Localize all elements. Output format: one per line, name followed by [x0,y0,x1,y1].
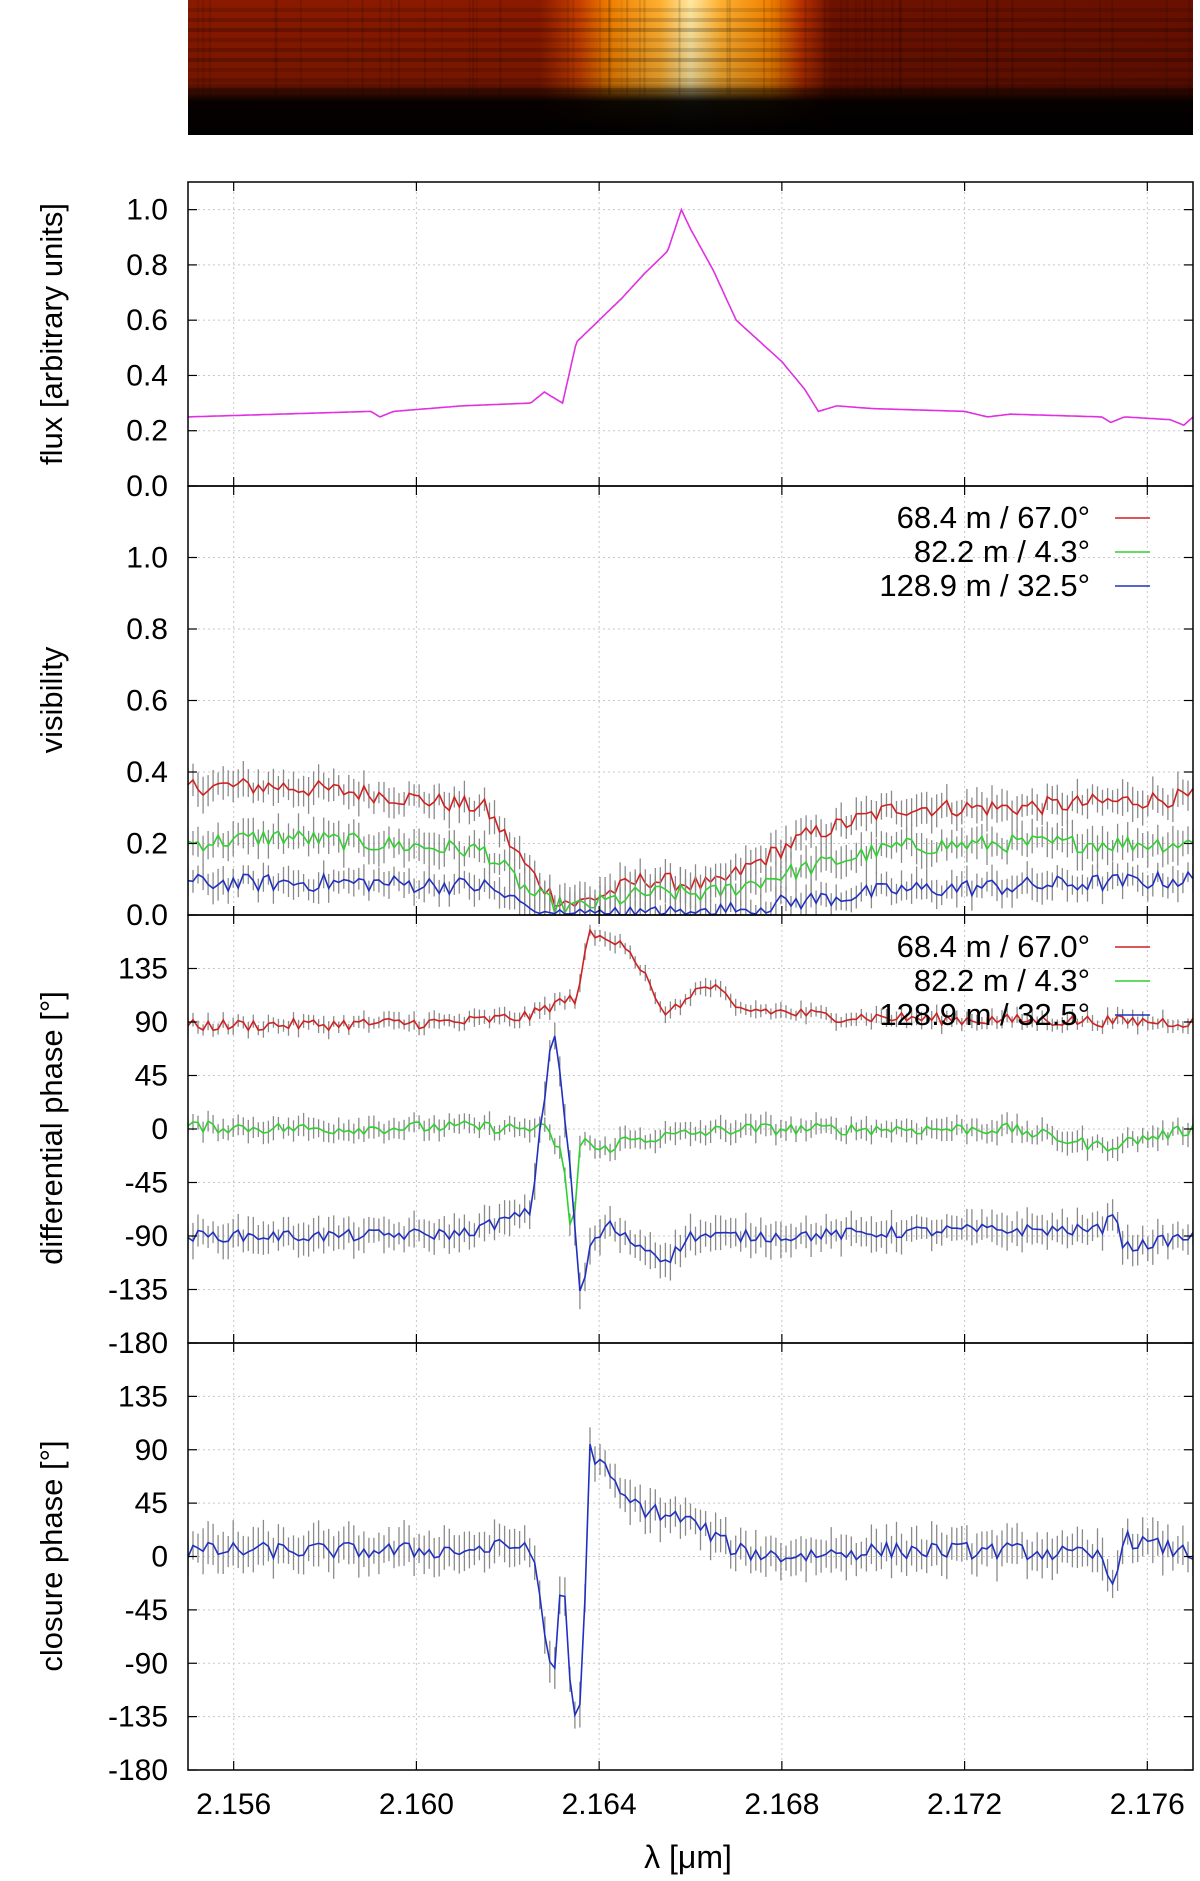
y-tick-label-1: -135 [108,1274,168,1307]
y-tick-label-6: 90 [135,1006,168,1039]
x-tick-label-0: 2.156 [196,1788,271,1821]
series-line-2 [188,1035,1193,1292]
legend-label-0: 68.4 m / 67.0° [897,500,1090,535]
y-tick-label-0: 0.0 [126,470,168,503]
series-line-1 [188,1120,1193,1225]
y-tick-label-2: -90 [125,1220,168,1253]
y-tick-label-1: 0.2 [126,415,168,448]
legend-label-2: 128.9 m / 32.5° [879,568,1090,603]
plot-area [188,761,1193,915]
y-tick-label-0: -180 [108,1327,168,1360]
y-tick-label-3: 0.6 [126,304,168,337]
y-tick-label-3: -45 [125,1167,168,1200]
y-tick-label-2: 0.4 [126,756,168,789]
y-tick-label-0: 0.0 [126,899,168,932]
y-tick-label-1: -135 [108,1701,168,1734]
y-tick-label-4: 0 [151,1541,168,1574]
flux-panel: 0.0 0.2 0.4 0.6 0.8 1.0 flux [arbitrary units] [34,181,1194,503]
y-axis-label: closure phase [°] [34,1440,69,1671]
heatmap-bottom-fade [188,0,1193,135]
y-tick-label-0: -180 [108,1754,168,1787]
series-line-0 [188,928,1193,1032]
series-line-2 [188,870,1193,915]
x-tick-label-5: 2.176 [1110,1788,1185,1821]
y-tick-label-7: 135 [118,953,168,986]
y-axis-label: visibility [34,646,69,753]
x-tick-label-2: 2.164 [562,1788,637,1821]
x-axis-label: λ [μm] [644,1839,732,1875]
legend-label-2: 128.9 m / 32.5° [879,997,1090,1032]
legend-label-0: 68.4 m / 67.0° [897,929,1090,964]
visibility-panel: 0.0 0.2 0.4 0.6 0.8 1.0 visibility 68.4 m / 67.… [34,485,1194,932]
y-tick-label-2: 0.4 [126,359,168,392]
y-tick-label-2: -90 [125,1647,168,1680]
y-tick-label-6: 90 [135,1434,168,1467]
y-tick-label-5: 45 [135,1060,168,1093]
y-axis-label: flux [arbitrary units] [34,203,69,465]
differential-phase-panel: -180 -135 -90 -45 0 45 90 135 differential phase… [34,914,1194,1360]
series-line-0 [188,207,1193,427]
plot-area [188,1427,1193,1729]
y-tick-label-5: 45 [135,1487,168,1520]
spectrum-image-panel [188,0,1193,135]
series-line-0 [188,1444,1193,1718]
y-tick-label-4: 0 [151,1113,168,1146]
x-tick-label-3: 2.168 [744,1788,819,1821]
legend-label-1: 82.2 m / 4.3° [914,534,1090,569]
y-tick-label-7: 135 [118,1380,168,1413]
errorbars-series-0 [188,1427,1193,1729]
y-tick-label-5: 1.0 [126,542,168,575]
y-tick-label-4: 0.8 [126,249,168,282]
y-tick-label-5: 1.0 [126,194,168,227]
y-tick-label-3: -45 [125,1594,168,1627]
y-axis-label: differential phase [°] [34,991,69,1265]
legend-label-1: 82.2 m / 4.3° [914,963,1090,998]
closure-phase-panel: -180 -135 -90 -45 0 45 90 135 closure phase [°] 2… [34,1342,1194,1875]
plot-area [188,207,1193,427]
y-tick-label-1: 0.2 [126,828,168,861]
x-tick-label-1: 2.160 [379,1788,454,1821]
series-line-1 [188,829,1193,915]
y-tick-label-3: 0.6 [126,685,168,718]
y-tick-label-4: 0.8 [126,613,168,646]
plot-area [188,924,1193,1310]
x-tick-label-4: 2.172 [927,1788,1002,1821]
errorbars-series-2 [188,1022,1193,1310]
